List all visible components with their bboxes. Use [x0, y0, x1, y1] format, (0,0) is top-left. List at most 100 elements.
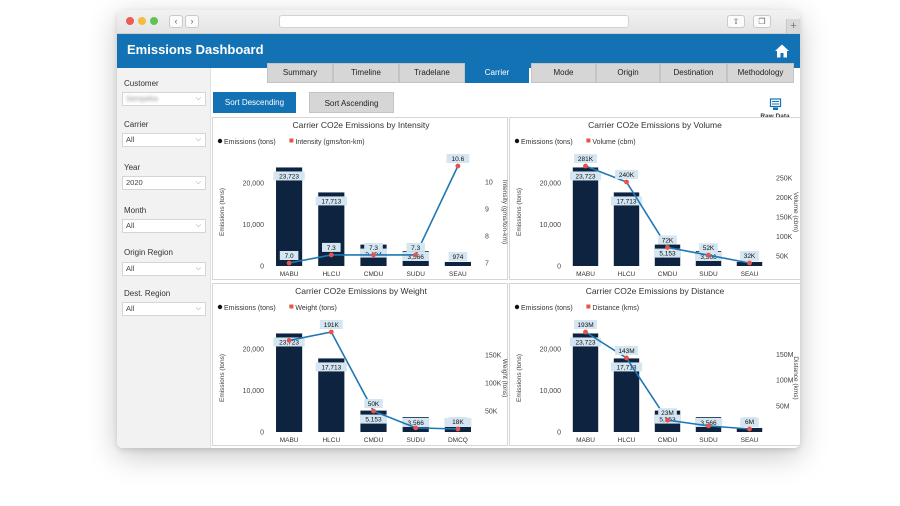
dest-region-select[interactable]: All ⌵ — [122, 302, 206, 316]
minimize-window-dot[interactable] — [138, 17, 146, 25]
line-label-bg — [406, 242, 425, 252]
x-tick-label: MABU — [280, 271, 299, 278]
carrier-value: All — [126, 135, 135, 144]
tabs-overview-icon[interactable]: ❐ — [753, 15, 771, 28]
customer-select[interactable]: Sempeka ⌵ — [122, 92, 206, 106]
x-tick-label: MABU — [576, 271, 595, 278]
bar-value-label: 23,723 — [576, 173, 596, 180]
bar-value-label: 5,153 — [659, 251, 676, 258]
line-value-label: 23M — [661, 410, 674, 417]
address-bar[interactable] — [279, 15, 629, 28]
line-point — [665, 417, 670, 423]
y2-tick-label: 100K — [485, 381, 502, 388]
bar-value-label: 17,713 — [321, 198, 341, 205]
line-value-label: 193M — [577, 322, 593, 329]
bar-value-label: 23,723 — [576, 339, 596, 346]
line-point — [624, 355, 629, 361]
x-tick-label: HLCU — [322, 271, 340, 278]
bar-value-label: 974 — [452, 254, 463, 261]
chart-distance: Carrier CO2e Emissions by Distance Emissi… — [514, 286, 799, 444]
y2-axis-title: Distance (kms) — [792, 356, 799, 399]
line-point — [706, 423, 711, 429]
y2-axis-title: Intensity (gms/ton-km) — [501, 180, 508, 244]
chart-intensity: Carrier CO2e Emissions by Intensity Emiss… — [217, 120, 508, 278]
y2-tick-label: 100M — [776, 378, 794, 385]
y-tick-label: 10,000 — [243, 222, 265, 229]
back-icon[interactable]: ‹ — [169, 15, 183, 28]
tab-carrier[interactable]: Carrier — [465, 63, 529, 83]
bar-label-bg — [402, 418, 430, 427]
bar-label-bg — [315, 196, 347, 206]
legend-marker-emissions — [217, 304, 223, 310]
new-tab-icon[interactable]: + — [786, 19, 800, 33]
line-value-label: 32K — [744, 253, 756, 260]
year-select[interactable]: 2020 ⌵ — [122, 176, 206, 190]
legend-marker-distance-kms — [586, 304, 591, 309]
tab-mode[interactable]: Mode — [531, 63, 596, 83]
chevron-down-icon: ⌵ — [195, 136, 201, 143]
legend-marker-emissions — [217, 138, 223, 144]
line-point — [413, 425, 419, 431]
chart-title: Carrier CO2e Emissions by Intensity — [293, 120, 431, 130]
tab-origin[interactable]: Origin — [596, 63, 660, 83]
bar-mabu — [572, 167, 599, 266]
forward-icon[interactable]: › — [185, 15, 199, 28]
bar-label-bg — [695, 418, 722, 427]
tab-tradelane[interactable]: Tradelane — [399, 63, 465, 83]
home-icon[interactable] — [774, 43, 790, 59]
y-tick-label: 20,000 — [243, 346, 265, 353]
tab-methodology[interactable]: Methodology — [727, 63, 794, 83]
tab-timeline[interactable]: Timeline — [333, 63, 399, 83]
month-select[interactable]: All ⌵ — [122, 219, 206, 233]
share-icon[interactable]: ⇧ — [727, 15, 745, 28]
bar-label-bg — [610, 196, 643, 206]
tab-summary[interactable]: Summary — [267, 63, 333, 83]
line-point — [706, 252, 711, 258]
y-tick-label: 0 — [260, 430, 264, 437]
line-label-bg — [740, 251, 759, 260]
x-tick-label: MABU — [576, 437, 595, 444]
tab-destination[interactable]: Destination — [660, 63, 727, 83]
raw-data-button[interactable]: Raw Data — [758, 98, 792, 120]
y2-tick-label: 50M — [776, 404, 790, 411]
legend-label-emissions: Emissions (tons) — [521, 139, 573, 146]
y2-axis-title: Volume (cbm) — [792, 192, 799, 232]
line-label-bg — [615, 169, 638, 179]
close-window-dot[interactable] — [126, 17, 134, 25]
line-point — [583, 329, 588, 335]
maximize-window-dot[interactable] — [150, 17, 158, 25]
filter-label-month: Month — [124, 206, 147, 215]
legend-label-emissions: Emissions (tons) — [224, 305, 276, 312]
line-point — [371, 252, 376, 258]
line-value-label: 10.6 — [452, 156, 465, 163]
line-value-label: 7.3 — [327, 245, 336, 252]
bar-label-bg — [610, 362, 643, 372]
x-tick-label: SUDU — [699, 437, 718, 444]
sort-ascending-button[interactable]: Sort Ascending — [309, 92, 394, 113]
bar-label-bg — [315, 362, 347, 372]
x-tick-label: HLCU — [618, 437, 636, 444]
y2-tick-label: 150K — [776, 215, 793, 222]
x-tick-label: CMDU — [658, 271, 678, 278]
legend-marker-volume-cbm — [586, 138, 591, 143]
line-label-bg — [574, 154, 597, 163]
bar-value-label: 5,153 — [365, 417, 382, 424]
line-label-bg — [364, 399, 383, 409]
line-point — [413, 252, 419, 258]
filter-label-customer: Customer — [124, 79, 159, 88]
y2-tick-label: 150M — [776, 352, 794, 359]
sort-descending-button[interactable]: Sort Descending — [213, 92, 296, 113]
line-label-bg — [448, 417, 468, 426]
line-point — [286, 260, 292, 266]
chart-panel-weight: Carrier CO2e Emissions by Weight Emission… — [212, 283, 508, 446]
chart-panel-volume: Carrier CO2e Emissions by Volume Emission… — [509, 117, 800, 280]
carrier-select[interactable]: All ⌵ — [122, 133, 206, 147]
y-axis-title: Emissions (tons) — [219, 354, 226, 402]
line-value-label: 18K — [452, 419, 464, 426]
bar-label-bg — [448, 252, 468, 261]
y-tick-label: 10,000 — [243, 388, 265, 395]
line-point — [665, 245, 670, 250]
line-label-bg — [615, 345, 638, 355]
x-tick-label: CMDU — [364, 437, 384, 444]
origin-region-select[interactable]: All ⌵ — [122, 262, 206, 276]
